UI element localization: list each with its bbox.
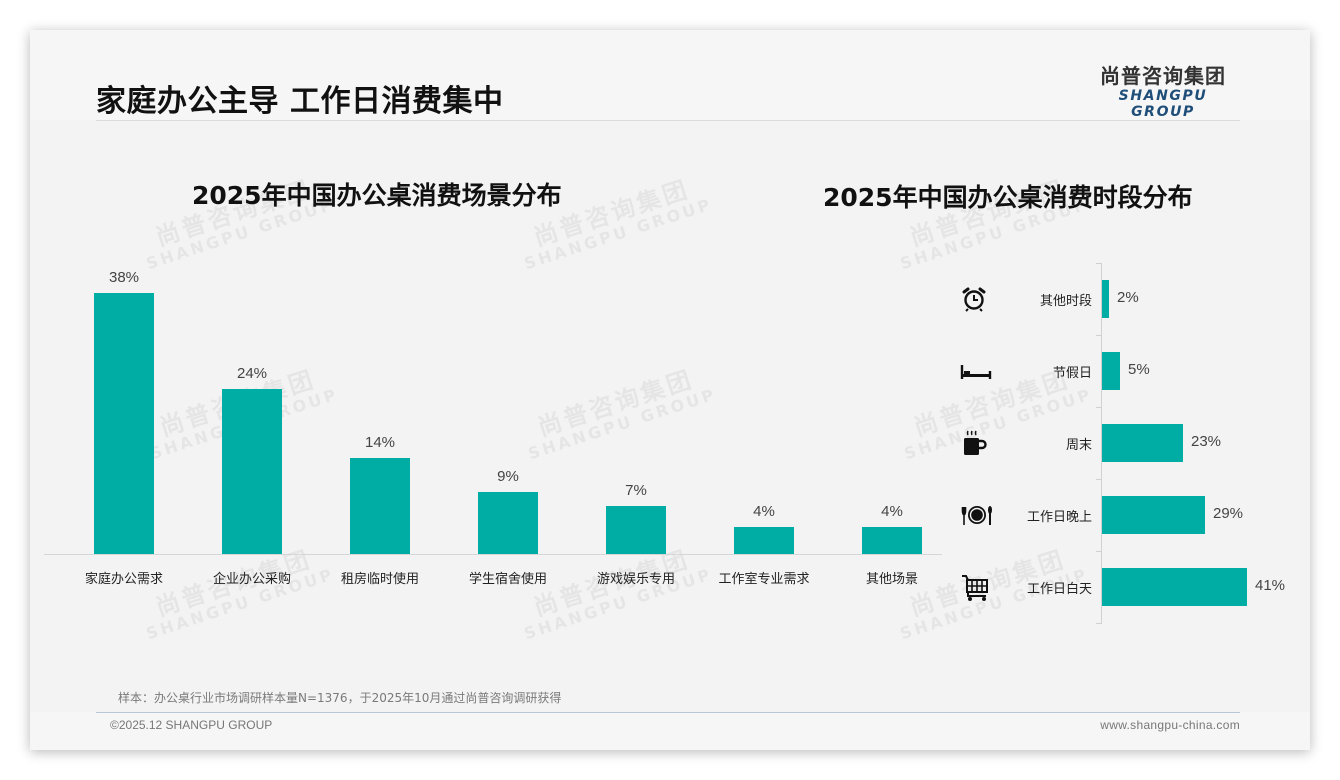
bar[interactable] [350, 458, 410, 554]
bar-value-label: 29% [1213, 505, 1244, 522]
logo-en-text: SHANGPU GROUP [1118, 88, 1208, 120]
bar-value-label: 4% [881, 503, 903, 520]
bar-group: 4% 其他场景 [828, 260, 956, 600]
slide-card: 尚普咨询集团 SHANGPU GROUP 尚普咨询集团 SHANGPU GROUP 尚普… [30, 30, 1310, 750]
bar-value-label: 23% [1191, 433, 1222, 450]
dinner-plate-icon [960, 501, 992, 529]
bar-value-label: 4% [753, 503, 775, 520]
bar[interactable] [1102, 280, 1109, 318]
axis-tick [1096, 407, 1102, 408]
bar-group: 9% 学生宿舍使用 [444, 260, 572, 600]
bar[interactable] [734, 527, 794, 554]
period-label: 工作日白天 [1026, 582, 1092, 597]
period-row: 其他时段 2% [930, 263, 1300, 335]
axis-tick [1096, 479, 1102, 480]
page-title: 家庭办公主导 工作日消费集中 [96, 84, 504, 119]
axis-tick [1096, 623, 1102, 624]
period-row: 工作日白天 41% [930, 551, 1300, 623]
bar[interactable] [606, 506, 666, 554]
bar[interactable] [1102, 352, 1120, 390]
bar-value-label: 2% [1117, 289, 1139, 306]
scene-distribution-chart: 38% 家庭办公需求 24% 企业办公采购 14% 租房临时使用 9% 学生宿舍使用 7% 游戏娱… [44, 260, 942, 600]
company-logo: 尚普咨询集团 SHANGPU GROUP [1088, 64, 1238, 120]
category-label: 其他场景 [865, 572, 918, 587]
bar-group: 38% 家庭办公需求 [60, 260, 188, 600]
bar[interactable] [862, 527, 922, 554]
copyright-text: ©2025.12 SHANGPU GROUP [110, 718, 273, 732]
header-band [30, 30, 1310, 120]
coffee-mug-icon [960, 429, 988, 457]
website-link[interactable]: www.shangpu-china.com [1100, 718, 1240, 732]
category-label: 家庭办公需求 [84, 572, 163, 587]
bar-group: 4% 工作室专业需求 [700, 260, 828, 600]
category-label: 工作室专业需求 [718, 572, 810, 587]
bar-group: 14% 租房临时使用 [316, 260, 444, 600]
period-label: 工作日晚上 [1026, 510, 1092, 525]
bar-value-label: 24% [236, 365, 268, 382]
scene-chart-title: 2025年中国办公桌消费场景分布 [192, 181, 562, 210]
bar[interactable] [1102, 424, 1183, 462]
category-label: 租房临时使用 [340, 572, 419, 587]
period-distribution-chart: 其他时段 2% 节假日 5% 周末 23% 工作日晚上 29% 工作日白天 41% [930, 260, 1300, 630]
bar[interactable] [1102, 496, 1205, 534]
footer-band [30, 712, 1310, 750]
bar-value-label: 7% [625, 482, 647, 499]
bar-value-label: 9% [497, 468, 519, 485]
period-label: 周末 [1065, 438, 1092, 453]
category-label: 学生宿舍使用 [468, 572, 547, 587]
period-row: 工作日晚上 29% [930, 479, 1300, 551]
bar-value-label: 38% [108, 269, 140, 286]
period-label: 其他时段 [1039, 294, 1092, 309]
bed-icon [960, 357, 992, 385]
axis-tick [1096, 263, 1102, 264]
shopping-cart-icon [960, 573, 988, 601]
period-chart-title: 2025年中国办公桌消费时段分布 [823, 183, 1193, 212]
bar-value-label: 41% [1255, 577, 1286, 594]
bar-group: 7% 游戏娱乐专用 [572, 260, 700, 600]
axis-tick [1096, 335, 1102, 336]
bar[interactable] [478, 492, 538, 554]
period-row: 周末 23% [930, 407, 1300, 479]
bar-value-label: 5% [1128, 361, 1150, 378]
alarm-clock-icon [960, 285, 988, 313]
logo-cn-text: 尚普咨询集团 [1100, 64, 1226, 88]
bar-value-label: 14% [364, 434, 396, 451]
period-row: 节假日 5% [930, 335, 1300, 407]
footer-divider [96, 712, 1240, 713]
bar[interactable] [1102, 568, 1247, 606]
y-axis-line [1101, 263, 1102, 623]
bar-group: 24% 企业办公采购 [188, 260, 316, 600]
category-label: 企业办公采购 [212, 572, 291, 587]
sample-note: 样本：办公桌行业市场调研样本量N=1376，于2025年10月通过尚普咨询调研获… [118, 691, 562, 705]
period-label: 节假日 [1052, 366, 1092, 381]
bar[interactable] [94, 293, 154, 554]
x-axis-line [44, 554, 942, 555]
category-label: 游戏娱乐专用 [596, 572, 675, 587]
bar[interactable] [222, 389, 282, 554]
header-divider [96, 120, 1240, 121]
axis-tick [1096, 551, 1102, 552]
